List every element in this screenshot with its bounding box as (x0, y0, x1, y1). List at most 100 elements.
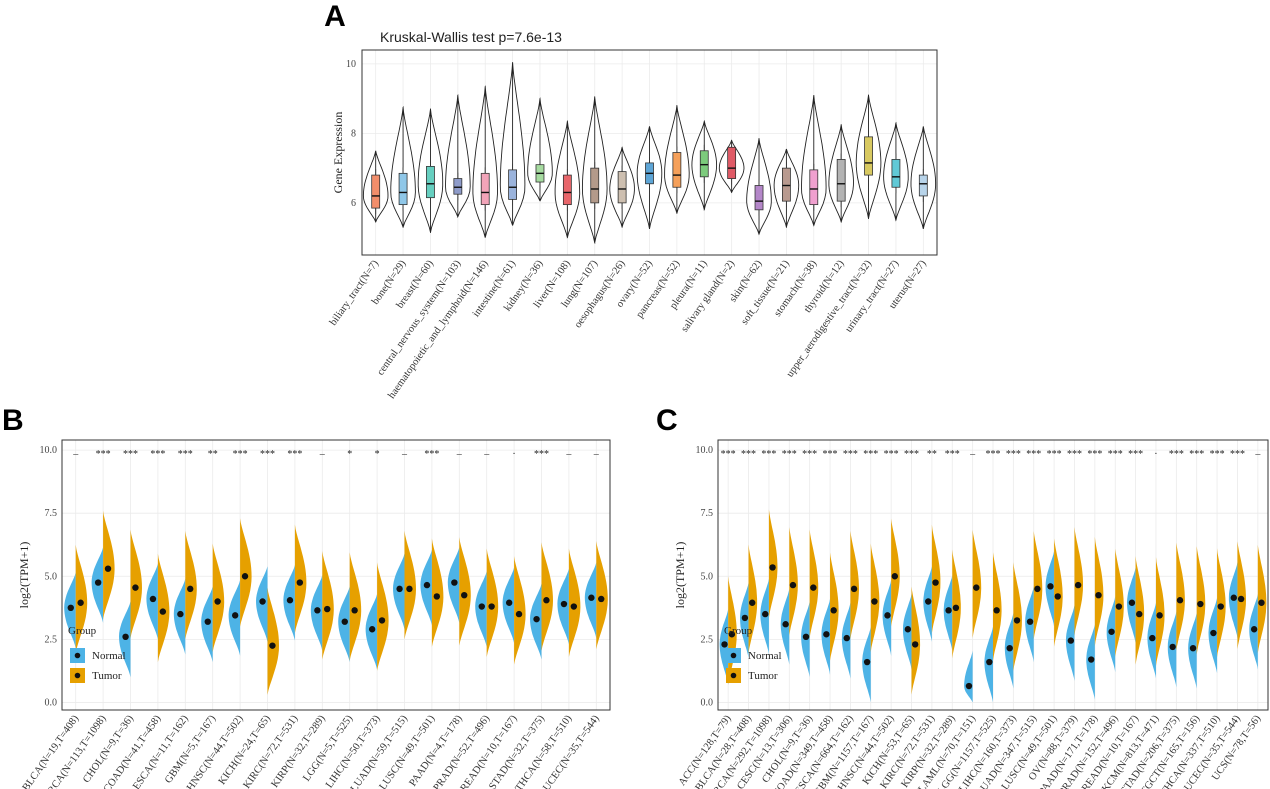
panel-c-normal-mean-point (1210, 629, 1217, 637)
panel-b-normal-mean-point (368, 626, 376, 633)
panel-c-significance-label: *** (1026, 449, 1041, 460)
panel-c-significance-label: *** (761, 449, 776, 460)
panel-b-tumor-mean-point (269, 642, 276, 649)
panel-a-box (562, 174, 572, 206)
panel-c-normal-mean-point (1108, 628, 1115, 635)
panel-a-box (727, 146, 737, 179)
panel-b-tumor-mean-point (241, 573, 249, 580)
panel-c-significance-label: *** (741, 449, 756, 460)
panel-c-normal-mean-point (1230, 594, 1237, 601)
panel-c-tumor-mean-point (1217, 603, 1224, 610)
panel-a-box (617, 171, 627, 204)
panel-c-significance-label: *** (884, 449, 899, 460)
panel-c-significance-label: – (1254, 449, 1261, 460)
panel-b-tumor-mean-point (598, 595, 605, 603)
panel-a-box (864, 136, 873, 176)
panel-c-normal-mean-point (945, 607, 952, 614)
panel-c-tumor-mean-point (993, 607, 1000, 614)
panel-a-box (754, 185, 764, 211)
panel-c-tumor-mean-point (1074, 581, 1082, 589)
panel-c-label: C (656, 404, 678, 437)
panel-c-normal-mean-point (863, 658, 871, 666)
panel-b-frame (61, 439, 611, 711)
panel-c-tumor-mean-point (810, 584, 817, 591)
panel-c: C0.02.55.07.510.0ACC(N=128,T=79)BLCA(N=2… (656, 404, 1269, 789)
panel-b-category-label: GBM(N=5,T=167) (163, 713, 218, 786)
panel-c-violin-tumor (768, 509, 778, 618)
panel-a-box (782, 167, 791, 202)
panel-c-violin-tumor (1135, 556, 1145, 665)
panel-c-violin-tumor (1033, 530, 1043, 640)
panel-b-normal-mean-point (67, 604, 74, 612)
panel-c-violin-tumor (1155, 557, 1165, 666)
panel-b-tumor-mean-point (187, 585, 194, 593)
panel-a-violin (499, 62, 526, 226)
panel-b-tumor-mean-point (570, 603, 578, 610)
panel-c-violin-tumor (972, 529, 982, 639)
panel-c-violin-tumor (850, 530, 859, 640)
panel-c-significance-label: *** (1047, 449, 1062, 460)
panel-b-label: B (2, 404, 24, 437)
panel-b-normal-mean-point (149, 595, 157, 603)
panel-b-significance-label: – (483, 449, 490, 460)
panel-c-normal-mean-point (1169, 643, 1176, 651)
panel-c-normal-mean-point (802, 633, 810, 641)
panel-b-violin-tumor (75, 544, 88, 654)
panel-b-normal-mean-point (423, 581, 431, 589)
panel-c-ytick-label: 0.0 (701, 697, 714, 708)
panel-c-significance-label: *** (986, 449, 1001, 460)
panel-c-frame (717, 439, 1269, 711)
panel-c-significance-label: *** (1230, 449, 1245, 460)
panel-b-violin-tumor (541, 542, 553, 651)
panel-c-normal-mean-point (986, 658, 993, 666)
panel-c-significance-label: *** (863, 449, 878, 460)
panel-b-violin-tumor (349, 552, 362, 661)
panel-c-tumor-mean-point (1115, 603, 1123, 610)
panel-c-normal-mean-point (762, 610, 769, 618)
panel-a-violin (445, 94, 471, 218)
panel-b-violin-tumor (294, 524, 307, 634)
panel-c-tumor-mean-point (973, 584, 980, 591)
panel-b-ytick-label: 0.0 (45, 697, 58, 708)
panel-b-normal-mean-point (259, 598, 266, 605)
panel-c-violin-tumor (1237, 540, 1246, 650)
panel-b-violin-tumor (596, 540, 608, 650)
panel-b-tumor-mean-point (378, 617, 386, 624)
panel-a-violin (390, 105, 416, 228)
panel-b-significance-label: · (512, 449, 515, 460)
panel-c-normal-mean-point (823, 631, 830, 638)
panel-c-tumor-mean-point (1258, 599, 1265, 606)
panel-b-normal-mean-point (588, 594, 595, 601)
panel-b-significance-label: *** (123, 449, 138, 460)
panel-c-legend-entry: Normal (748, 650, 782, 662)
panel-b-significance-label: * (347, 449, 352, 460)
panel-c-tumor-mean-point (932, 579, 939, 586)
panel-c-tumor-mean-point (830, 607, 837, 614)
panel-c-violin-tumor (1074, 527, 1083, 636)
panel-b-violin-tumor (185, 530, 197, 640)
panel-b-significance-label: *** (260, 449, 275, 460)
panel-a-box (836, 159, 846, 202)
panel-a-box (480, 172, 490, 206)
panel-c-significance-label: *** (904, 449, 919, 460)
panel-b-tumor-mean-point (214, 598, 221, 605)
panel-c-normal-mean-point (1128, 599, 1136, 606)
panel-c-violin-tumor (1094, 537, 1104, 646)
panel-b-ytick-label: 2.5 (45, 634, 58, 645)
panel-c-normal-mean-point (782, 621, 789, 628)
panel-a-ylabel: Gene Expression (331, 112, 345, 194)
panel-c-tumor-mean-point (1136, 610, 1143, 618)
panel-a-ytick-label: 10 (346, 59, 356, 70)
panel-b-legend-dot (74, 672, 81, 679)
panel-a-box (590, 167, 600, 204)
panel-a-violin (472, 85, 498, 238)
panel-b-normal-mean-point (478, 603, 485, 610)
panel-a-box (453, 178, 463, 195)
panel-c-tumor-mean-point (1197, 600, 1204, 608)
panel-c-ytick-label: 7.5 (701, 508, 714, 519)
panel-c-violin-tumor (1176, 542, 1185, 651)
panel-c-significance-label: *** (1006, 449, 1021, 460)
panel-b-significance-label: – (565, 449, 572, 460)
panel-b-violin-tumor (568, 548, 581, 658)
panel-b-violin-tumor (103, 510, 115, 620)
